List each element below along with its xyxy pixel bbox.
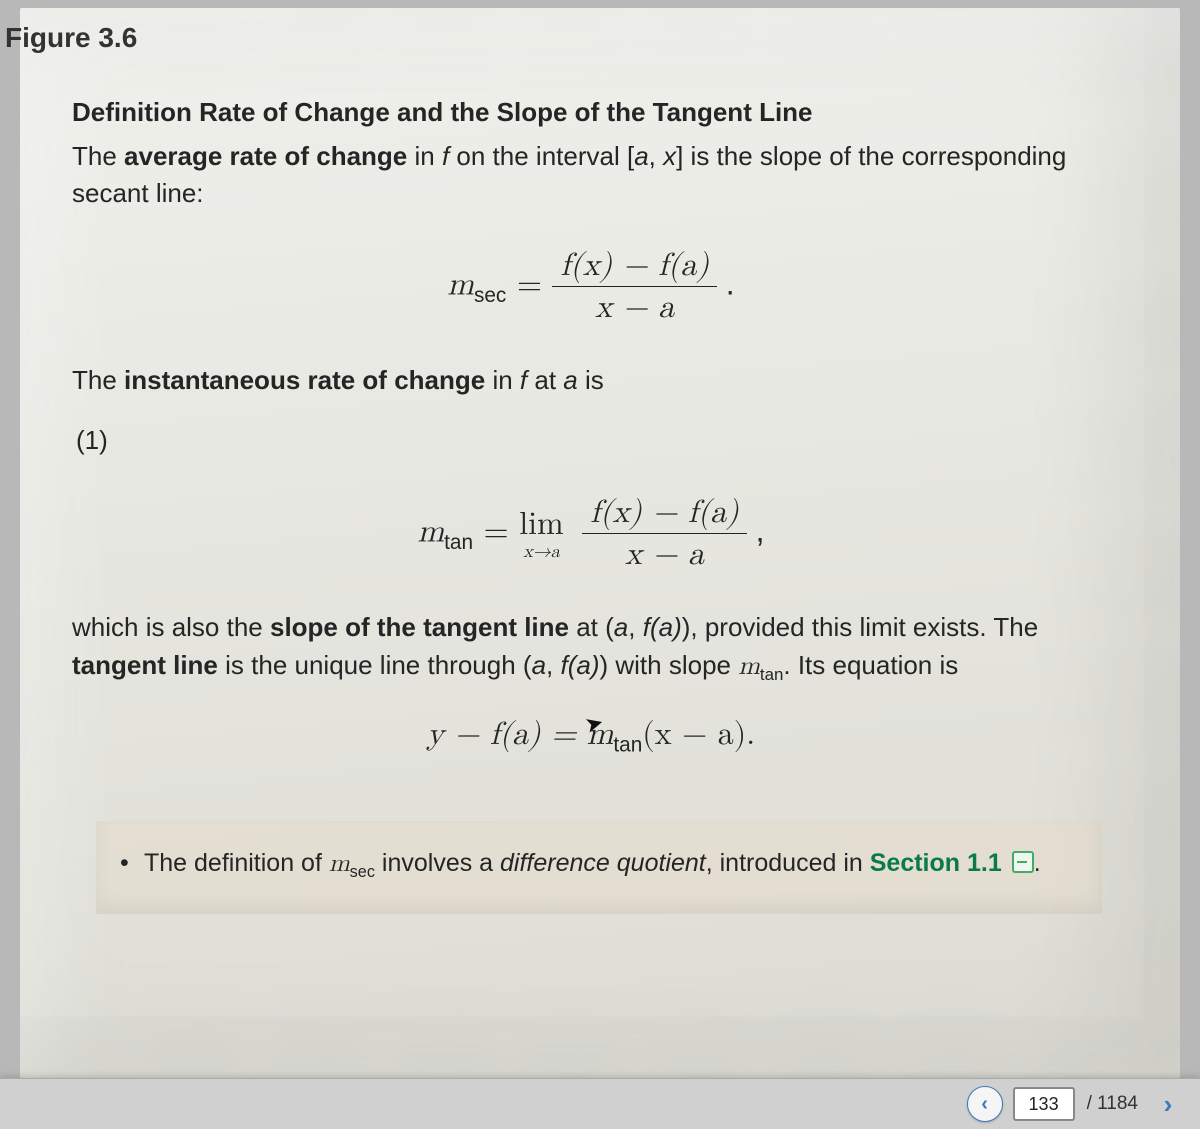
eq-sub-sec: sec [474,284,506,307]
text: The definition of [144,849,329,877]
definition-heading: Definition Rate of Change and the Slope … [72,94,1110,132]
text: , introduced in [706,849,870,877]
textbook-page: Figure 3.6 Definition Rate of Change and… [20,8,1180,1078]
equation-msec: msec = f(x) − f(a)x − a . [72,249,1110,326]
term-instantaneous-rate: instantaneous rate of change [124,365,485,395]
text: which is also the [72,612,270,642]
text: in [485,365,520,395]
eq-numerator: f(x) − f(a) [552,249,716,287]
text: , [649,141,663,171]
eq-equals: = [473,516,519,548]
var-a: a [563,365,577,395]
var-x: x [663,141,676,171]
text: at ( [569,612,614,642]
external-link-icon[interactable] [1012,851,1034,873]
page-content: Definition Rate of Change and the Slope … [20,8,1180,914]
text: involves a [375,849,500,877]
text: , [546,650,560,680]
eq-lhs: y − f(a) = [427,719,587,751]
var-m: m [329,851,350,876]
eq-equals: = [506,270,552,302]
eq-denominator: x − a [552,287,716,326]
figure-label: Figure 3.6 [5,22,137,54]
var-fa: (a) [568,650,600,680]
eq-period: . [717,266,735,302]
term-tangent-line: tangent line [72,650,218,680]
text: at [527,365,563,395]
equation-number: (1) [76,422,1110,460]
next-page-button[interactable]: › [1154,1087,1182,1121]
term-difference-quotient: difference quotient [500,849,706,877]
text: ) with slope [600,650,739,680]
text: . [1034,849,1041,877]
text: is [578,365,604,395]
var-f: f [643,612,650,642]
page-number-input[interactable]: 133 [1013,1087,1075,1121]
eq-denominator: x − a [582,534,746,573]
eq-m: m [447,270,474,302]
text: in [407,141,442,171]
page-total-label: / 1184 [1087,1093,1138,1115]
note-box: • The definition of msec involves a diff… [96,821,1102,914]
text: ), provided this limit exists. The [682,612,1038,642]
eq-m: m [417,516,444,548]
text: . Its equation is [783,650,958,680]
eq-fraction: f(x) − f(a)x − a [582,496,746,573]
eq-limit: lim x→a [519,509,563,561]
bullet-icon: • [120,845,129,883]
text: The [72,141,124,171]
var-a: a [614,612,628,642]
var-a: a [634,141,648,171]
equation-mtan: mtan = lim x→a f(x) − f(a)x − a , [72,496,1110,573]
text: on the interval [ [449,141,634,171]
eq-fraction: f(x) − f(a)x − a [552,249,716,326]
section-link[interactable]: Section 1.1 [870,849,1002,877]
eq-msub: tan [613,733,642,756]
var-a: a [532,650,546,680]
term-average-rate: average rate of change [124,141,407,171]
eq-sub-tan: tan [444,531,473,554]
eq-lim-word: lim [519,509,563,541]
eq-comma: , [747,512,765,548]
var-f: f [560,650,567,680]
eq-lim-sub: x→a [519,543,563,561]
var-msub: tan [760,665,783,684]
text: is the unique line through ( [218,650,532,680]
para-tangent-line: which is also the slope of the tangent l… [72,609,1110,687]
var-fa: (a) [650,612,682,642]
var-m: m [738,654,760,680]
eq-rhs: (x − a). [642,719,755,751]
text: , [628,612,642,642]
text: The [72,365,124,395]
term-slope-tangent: slope of the tangent line [270,612,569,642]
eq-numerator: f(x) − f(a) [582,496,746,534]
para-instantaneous-rate: The instantaneous rate of change in f at… [72,362,1110,400]
prev-page-button[interactable]: ‹ [967,1086,1003,1122]
var-msub: sec [350,863,375,881]
reader-footer-bar: ‹ 133 / 1184 › [0,1078,1200,1129]
para-average-rate: The average rate of change in f on the i… [72,138,1110,213]
